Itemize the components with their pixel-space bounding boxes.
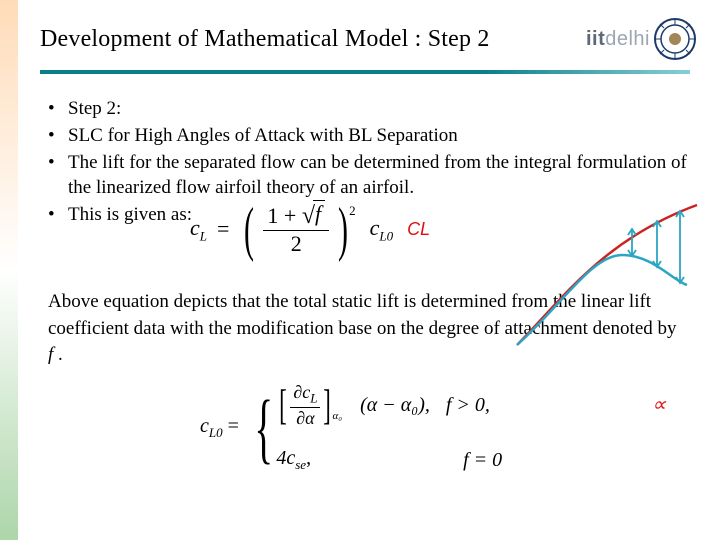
sub-L: L <box>200 228 207 243</box>
logo-suffix: delhi <box>605 28 650 50</box>
partial-cl-sub: L <box>310 391 317 406</box>
cond-1-text: f > 0, <box>446 394 490 416</box>
eq-sign-2: = <box>228 415 239 437</box>
sqrt: √f <box>302 202 325 230</box>
lparen-icon: ( <box>244 199 254 259</box>
annotation-cl: CL <box>407 219 430 240</box>
cl-curve <box>517 255 687 345</box>
case-row-1: [ ∂cL ∂α ] α₀ (α − α₀), f > 0, <box>276 382 502 429</box>
numerator: 1 + √f <box>263 202 329 230</box>
rbracket-icon: ] <box>324 385 332 427</box>
sym-c2: c <box>370 215 380 240</box>
cases-lhs: cL0 = <box>200 415 239 441</box>
case-row-2: 4cse, f = 0 <box>276 447 502 473</box>
list-item: Step 2: <box>40 96 690 121</box>
list-item: SLC for High Angles of Attack with BL Se… <box>40 123 690 148</box>
para-text-2: . <box>53 344 63 365</box>
cases-equation: cL0 = { [ ∂cL ∂α ] α₀ (α − α₀), f > 0, <box>200 382 690 473</box>
lbracket-icon: [ <box>280 385 288 427</box>
lift-curve-sketch <box>512 200 702 350</box>
eval-at-alpha0: α₀ <box>332 410 342 422</box>
denominator: 2 <box>287 231 306 257</box>
page-title: Development of Mathematical Model : Step… <box>40 26 490 53</box>
logo-text: iitdelhi <box>586 28 650 51</box>
cond-2: f = 0 <box>463 449 502 472</box>
cases-rows: [ ∂cL ∂α ] α₀ (α − α₀), f > 0, 4cse, <box>276 382 502 473</box>
eq-lhs: cL <box>190 215 207 244</box>
partial-frac: ∂cL ∂α <box>290 382 320 429</box>
lbrace-icon: { <box>254 393 273 463</box>
partial-alpha: ∂α <box>293 408 317 429</box>
val-comma: , <box>306 447 311 469</box>
val-sub: se <box>295 457 306 472</box>
cond-1: f > 0, <box>446 394 490 417</box>
val-4c: 4c <box>276 447 295 469</box>
num-prefix: 1 + <box>267 203 301 228</box>
partial-derivative: [ ∂cL ∂α ] α₀ <box>276 382 344 429</box>
iit-logo: iitdelhi <box>586 18 696 60</box>
row2-val: 4cse, <box>276 447 311 473</box>
fraction: 1 + √f 2 <box>259 202 333 258</box>
eq-sign: = <box>217 216 229 242</box>
sym-c3: c <box>200 415 209 437</box>
emblem-icon <box>654 18 696 60</box>
gap-arrows <box>628 211 684 283</box>
list-item: The lift for the separated flow can be d… <box>40 150 690 200</box>
divider <box>40 70 690 74</box>
power-2: 2 <box>349 203 356 219</box>
alpha-diff: (α − α₀), <box>360 394 430 417</box>
rparen-icon: ) <box>338 199 348 259</box>
slide-content: Development of Mathematical Model : Step… <box>0 0 720 540</box>
sqrt-arg: f <box>313 200 325 227</box>
sub-L0-2: L0 <box>209 425 223 440</box>
squared-term: ( 1 + √f 2 ) 2 <box>239 199 359 259</box>
sub-L0: L0 <box>379 228 393 243</box>
header: Development of Mathematical Model : Step… <box>40 0 690 64</box>
pnum: ∂cL <box>290 382 320 407</box>
partial-cl: ∂c <box>293 382 310 402</box>
logo-prefix: iit <box>586 28 605 50</box>
sym-c: c <box>190 215 200 240</box>
eq-rhs: cL0 <box>370 215 394 244</box>
cond-2-text: f = 0 <box>463 449 502 471</box>
